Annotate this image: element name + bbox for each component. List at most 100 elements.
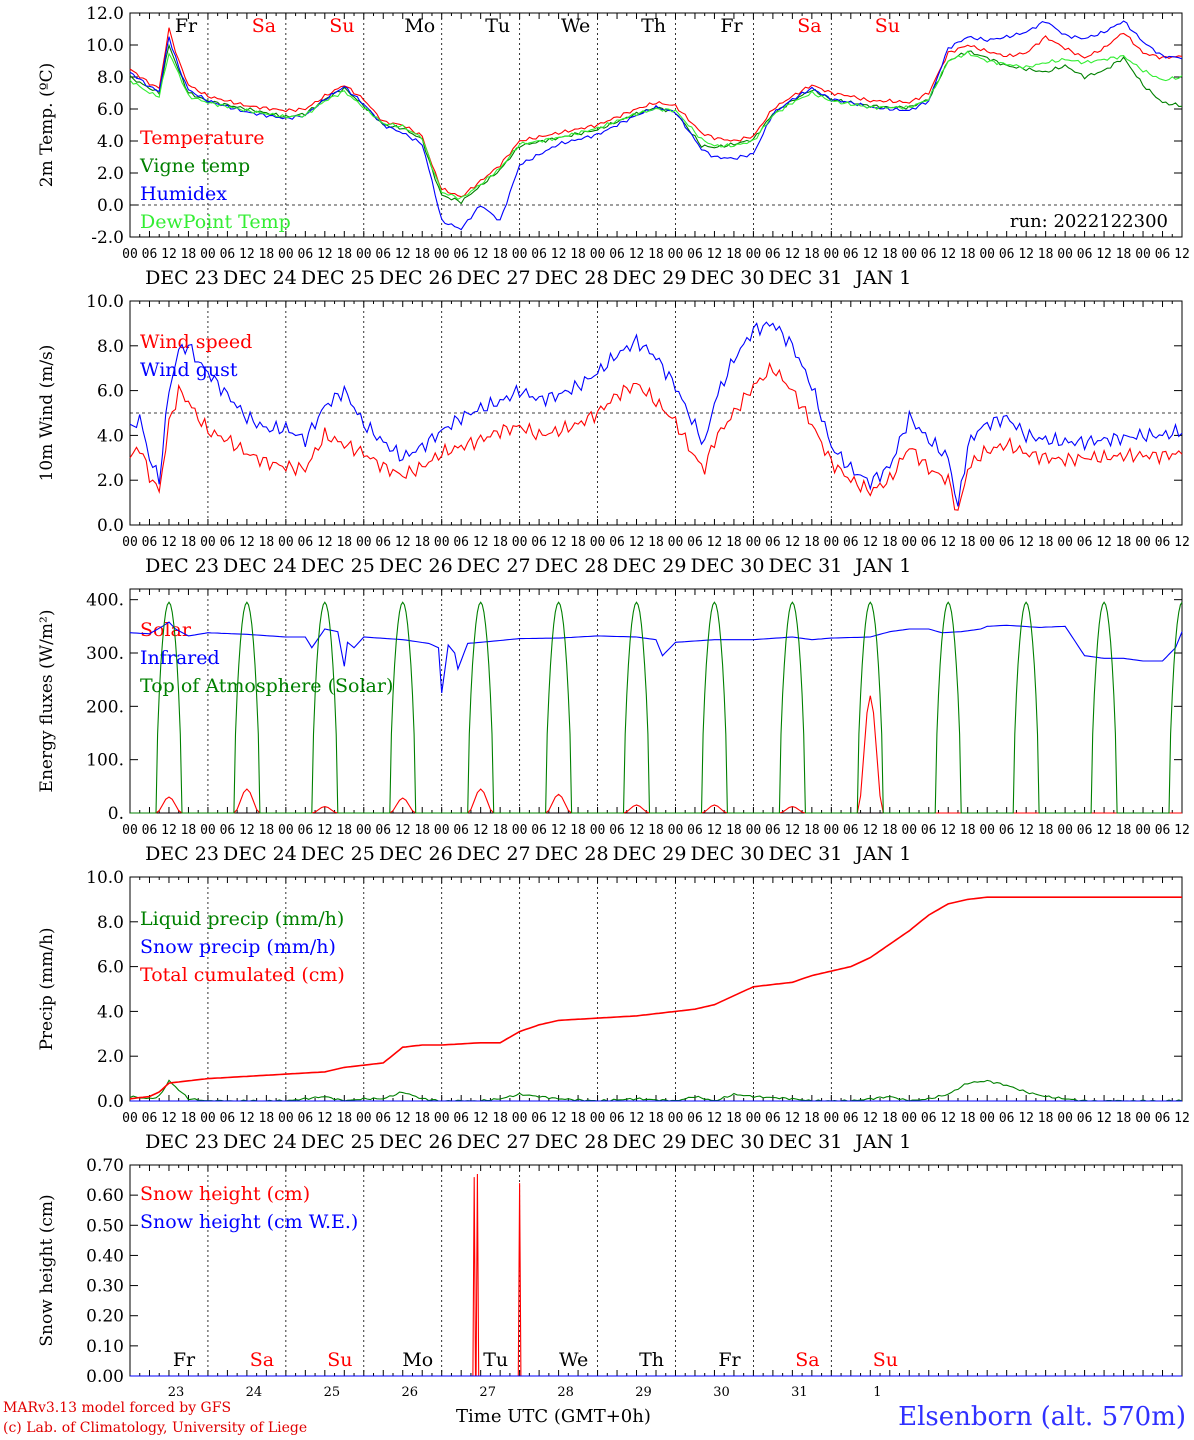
- hour-tick-label: 00: [979, 535, 995, 550]
- hour-tick-label: 12: [317, 535, 333, 550]
- y-tick-label: 0.0: [97, 516, 124, 536]
- hour-tick-label: 06: [765, 247, 781, 262]
- y-tick-label: 4.0: [97, 1002, 124, 1022]
- y-tick-label: 0.: [108, 804, 124, 824]
- legend-entry: Total cumulated (cm): [140, 964, 345, 986]
- hour-tick-label: 12: [1174, 247, 1190, 262]
- y-axis-label: Energy fluxes (W/m²): [37, 610, 57, 793]
- date-label: DEC 24: [223, 267, 297, 289]
- hour-tick-label: 18: [492, 1111, 508, 1126]
- date-label: DEC 26: [379, 1131, 453, 1153]
- hour-tick-label: 06: [453, 247, 469, 262]
- hour-tick-label: 12: [629, 823, 645, 838]
- series-line: [129, 621, 1183, 694]
- hour-tick-label: 12: [629, 247, 645, 262]
- date-label: DEC 28: [535, 555, 609, 577]
- hour-tick-label: 12: [395, 535, 411, 550]
- hour-tick-label: 18: [570, 823, 586, 838]
- hour-tick-label: 00: [1057, 247, 1073, 262]
- hour-tick-label: 00: [122, 247, 138, 262]
- date-label: DEC 27: [457, 555, 531, 577]
- hour-tick-label: 00: [668, 1111, 684, 1126]
- hour-tick-label: 00: [590, 247, 606, 262]
- date-number-label: 24: [246, 1385, 263, 1400]
- weekday-label: Fr: [173, 1349, 196, 1371]
- hour-tick-label: 12: [1018, 1111, 1034, 1126]
- hour-tick-label: 06: [1077, 247, 1093, 262]
- hour-tick-label: 00: [512, 247, 528, 262]
- hour-tick-label: 00: [122, 535, 138, 550]
- hour-tick-label: 06: [765, 823, 781, 838]
- hour-tick-label: 12: [1096, 823, 1112, 838]
- hour-tick-label: 06: [1155, 535, 1171, 550]
- legend-entry: Liquid precip (mm/h): [140, 908, 344, 930]
- hour-tick-label: 18: [414, 1111, 430, 1126]
- hour-tick-label: 06: [142, 1111, 158, 1126]
- hour-tick-label: 00: [1135, 535, 1151, 550]
- weekday-label: Th: [641, 15, 666, 37]
- hour-tick-label: 06: [298, 247, 314, 262]
- hour-tick-label: 00: [824, 1111, 840, 1126]
- legend-entry: DewPoint Temp: [140, 211, 291, 233]
- hour-tick-label: 12: [707, 247, 723, 262]
- hour-tick-label: 00: [901, 535, 917, 550]
- y-axis-label: Precip (mm/h): [37, 927, 57, 1050]
- date-number-label: 26: [402, 1385, 419, 1400]
- hour-tick-label: 18: [882, 823, 898, 838]
- hour-tick-label: 00: [901, 1111, 917, 1126]
- y-tick-label: 8.0: [97, 913, 124, 933]
- date-number-label: 23: [168, 1385, 185, 1400]
- date-label: DEC 26: [379, 843, 453, 865]
- date-label: DEC 28: [535, 267, 609, 289]
- hour-tick-label: 00: [979, 823, 995, 838]
- legend-entry: Temperature: [140, 127, 264, 149]
- run-annotation: run: 2022122300: [1010, 211, 1168, 232]
- hour-tick-label: 12: [707, 535, 723, 550]
- hour-tick-label: 00: [901, 247, 917, 262]
- hour-tick-label: 00: [901, 823, 917, 838]
- legend-entry: Snow height (cm W.E.): [140, 1211, 358, 1233]
- hour-tick-label: 00: [200, 247, 216, 262]
- hour-tick-label: 00: [200, 823, 216, 838]
- hour-tick-label: 18: [804, 1111, 820, 1126]
- hour-tick-label: 18: [492, 823, 508, 838]
- weekday-label: Su: [873, 1349, 898, 1371]
- hour-tick-label: 18: [1038, 247, 1054, 262]
- hour-tick-label: 18: [414, 535, 430, 550]
- hour-tick-label: 18: [882, 1111, 898, 1126]
- y-tick-label: 2.0: [97, 164, 124, 184]
- hour-tick-label: 06: [843, 247, 859, 262]
- hour-tick-label: 06: [375, 247, 391, 262]
- date-label: DEC 29: [613, 843, 687, 865]
- y-tick-label: 4.0: [97, 426, 124, 446]
- hour-tick-label: 12: [940, 823, 956, 838]
- hour-tick-label: 06: [921, 535, 937, 550]
- date-label: DEC 25: [301, 843, 375, 865]
- date-label: DEC 24: [223, 1131, 297, 1153]
- y-tick-label: 0.50: [86, 1216, 124, 1236]
- hour-tick-label: 12: [161, 247, 177, 262]
- y-axis-label: 2m Temp. (ºC): [37, 63, 57, 188]
- hour-tick-label: 00: [434, 823, 450, 838]
- hour-tick-label: 12: [707, 823, 723, 838]
- hour-tick-label: 06: [1155, 823, 1171, 838]
- hour-tick-label: 12: [707, 1111, 723, 1126]
- station-name: Elsenborn (alt. 570m): [898, 1402, 1186, 1432]
- hour-tick-label: 06: [1077, 823, 1093, 838]
- hour-tick-label: 00: [356, 823, 372, 838]
- hour-tick-label: 18: [259, 247, 275, 262]
- hour-tick-label: 12: [940, 535, 956, 550]
- hour-tick-label: 18: [570, 247, 586, 262]
- date-label: DEC 23: [145, 1131, 219, 1153]
- y-tick-label: 0.60: [86, 1186, 124, 1206]
- hour-tick-label: 12: [473, 247, 489, 262]
- hour-tick-label: 00: [590, 1111, 606, 1126]
- y-tick-label: 12.0: [86, 4, 124, 24]
- series-line: [129, 896, 1182, 1100]
- hour-tick-label: 00: [668, 823, 684, 838]
- hour-tick-label: 06: [453, 535, 469, 550]
- hour-tick-label: 18: [1116, 823, 1132, 838]
- weekday-label: Mo: [404, 15, 435, 37]
